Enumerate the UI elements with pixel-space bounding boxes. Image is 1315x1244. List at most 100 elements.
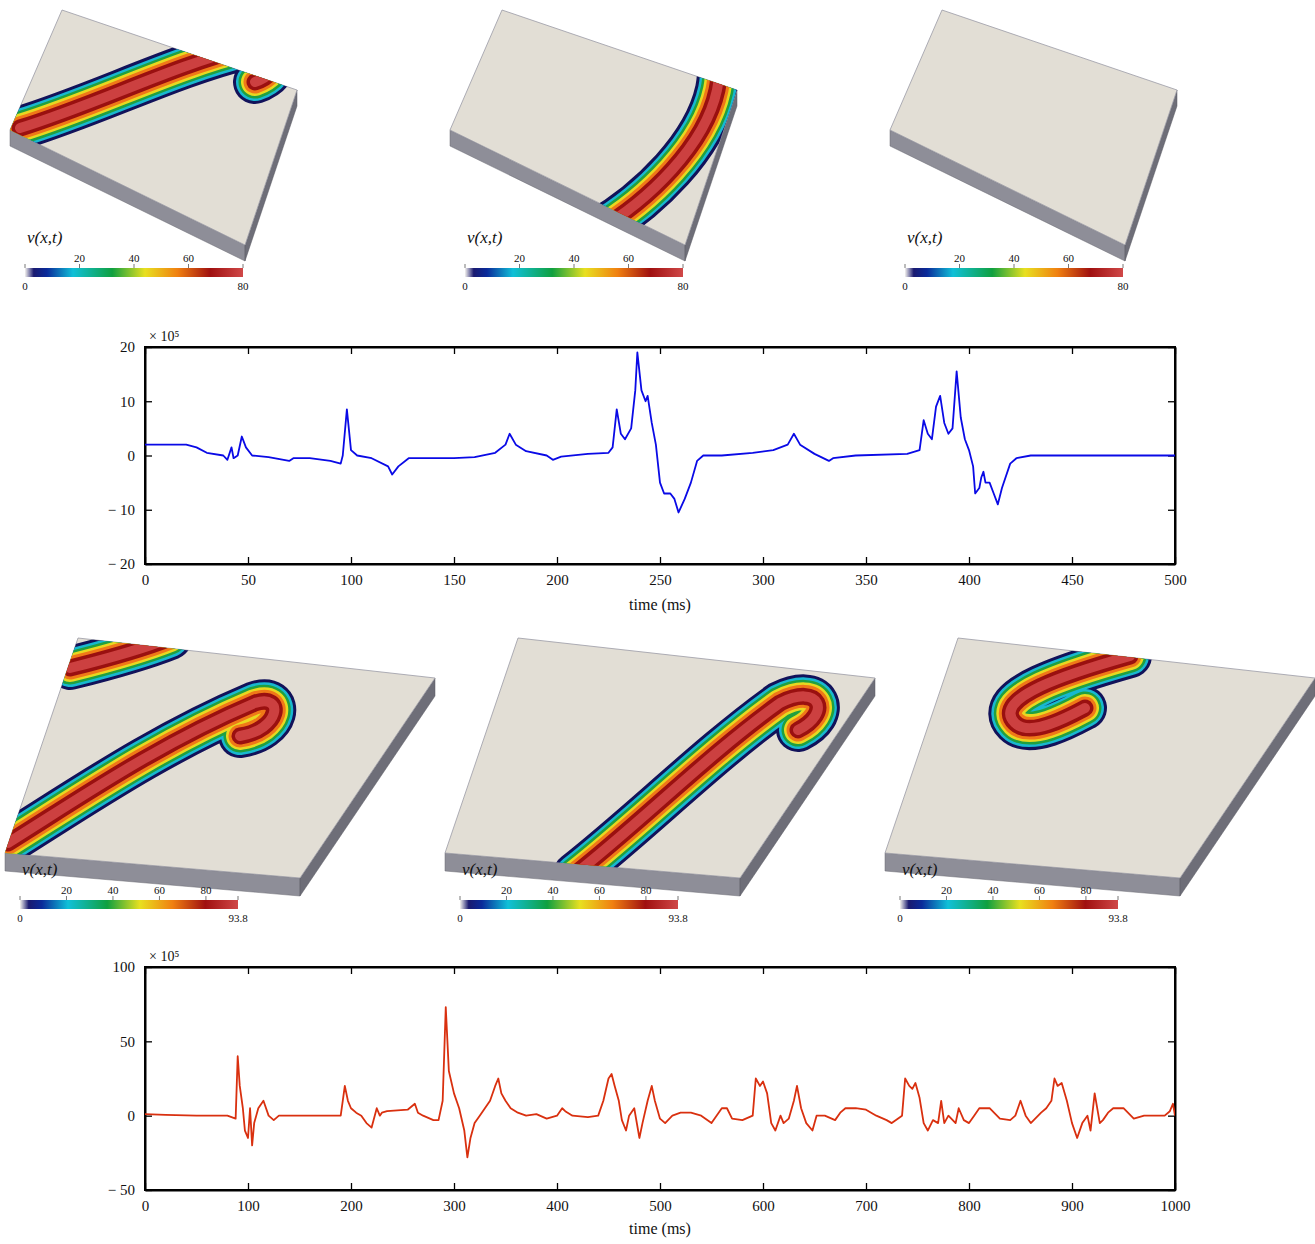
- tick-mark: [145, 564, 152, 565]
- colorbar-tick-label: 80: [1080, 884, 1092, 896]
- axis-multiplier: × 10⁵: [149, 329, 179, 344]
- tick: 100: [340, 557, 363, 588]
- plot-area: [145, 352, 1175, 512]
- signal-line: [145, 352, 1175, 512]
- colorbar-label: v(x,t): [22, 860, 58, 879]
- colorbar-tick: [66, 896, 67, 900]
- simulation-panel: v(x,t)020406080: [10, 10, 297, 292]
- colorbar-tick: [519, 264, 520, 268]
- wave-band: [1075, 14, 1107, 35]
- tick-mark: [866, 347, 867, 354]
- slab-top: [450, 10, 737, 245]
- wave-band: [595, 16, 727, 232]
- wave-band: [1010, 656, 1130, 728]
- tick: [557, 967, 558, 974]
- tick: 150: [443, 557, 466, 588]
- tick-label: 700: [855, 1198, 878, 1214]
- colorbar-tick-label: 80: [1118, 280, 1130, 292]
- tick-label: − 20: [108, 556, 135, 572]
- wave-band: [575, 696, 818, 874]
- wave-band: [1240, 758, 1300, 878]
- tick-label: − 50: [108, 1182, 135, 1198]
- colorbar-tick: [992, 896, 993, 900]
- colorbar-tick: [900, 896, 901, 900]
- wave-band: [1240, 758, 1300, 878]
- axis: − 50050100: [108, 959, 152, 1198]
- colorbar-tick-label: 60: [623, 252, 635, 264]
- tick: 20: [120, 339, 152, 355]
- tick: 0: [128, 1108, 153, 1124]
- line-chart: 050100150200250300350400450500− 20− 1001…: [108, 329, 1187, 614]
- tick-mark: [145, 967, 152, 968]
- slab-top: [885, 638, 1315, 878]
- simulation-panel: v(x,t)02040608093.8: [885, 638, 1315, 924]
- tick: − 10: [108, 502, 152, 518]
- tick-label: 900: [1061, 1198, 1084, 1214]
- colorbar-tick: [25, 264, 26, 268]
- wave-band: [1010, 656, 1130, 728]
- colorbar-tick: [506, 896, 507, 900]
- tick-mark: [557, 967, 558, 974]
- tick-mark: [145, 1041, 152, 1042]
- tick: − 50: [108, 1182, 152, 1198]
- colorbar-tick-label: 60: [1063, 252, 1075, 264]
- wave-band: [8, 701, 274, 843]
- tick-mark: [351, 557, 352, 564]
- simulation-panel: v(x,t)02040608093.8: [5, 638, 435, 924]
- tick: [969, 967, 970, 974]
- colorbar-tick-label: 40: [987, 884, 999, 896]
- colorbar-label: v(x,t): [467, 228, 503, 247]
- tick-label: 400: [958, 572, 981, 588]
- tick: [1168, 401, 1175, 402]
- colorbar-tick: [628, 264, 629, 268]
- tick-label: 400: [546, 1198, 569, 1214]
- wave-band: [8, 701, 274, 843]
- axis: − 20− 1001020: [108, 339, 152, 572]
- tick-label: − 10: [108, 502, 135, 518]
- tick: 100: [113, 959, 153, 975]
- wave-band: [575, 696, 818, 874]
- tick-mark: [351, 1183, 352, 1190]
- wave-band: [1075, 14, 1107, 35]
- tick: [1168, 967, 1175, 968]
- colorbar-tick: [645, 896, 646, 900]
- tick: [660, 347, 661, 354]
- colorbar-tick-label: 0: [22, 280, 28, 292]
- axis: [146, 967, 1176, 974]
- wave-band: [70, 638, 170, 668]
- tick: [454, 967, 455, 974]
- wave-band: [1075, 14, 1107, 35]
- tick-mark: [1072, 557, 1073, 564]
- colorbar-tick: [1123, 264, 1124, 268]
- wave-band: [70, 638, 170, 668]
- wave: [575, 696, 818, 874]
- tick: [763, 347, 764, 354]
- wave-band: [20, 47, 276, 128]
- line-chart: 01002003004005006007008009001000− 500501…: [108, 949, 1191, 1238]
- wave-band: [575, 696, 818, 874]
- axis-line: [145, 968, 147, 1191]
- slab-top: [445, 638, 875, 878]
- tick-mark: [454, 1183, 455, 1190]
- axis-line: [1175, 968, 1177, 1191]
- wave-band: [8, 701, 274, 843]
- tick-mark: [1168, 1190, 1175, 1191]
- tick-mark: [454, 967, 455, 974]
- tick-mark: [1072, 347, 1073, 354]
- tick: 400: [546, 1183, 569, 1214]
- wave-band: [8, 701, 274, 843]
- wave-band: [595, 16, 727, 232]
- colorbar-tick-label: 40: [1009, 252, 1021, 264]
- wave-band: [595, 16, 727, 232]
- wave-band: [1240, 758, 1300, 878]
- wave-band: [70, 638, 170, 668]
- tick-mark: [1168, 401, 1175, 402]
- wave-band: [575, 696, 818, 874]
- wave: [20, 47, 276, 128]
- tick: [866, 347, 867, 354]
- wave-band: [595, 16, 727, 232]
- tick: [1168, 347, 1175, 348]
- colorbar-tick-label: 93.8: [668, 912, 688, 924]
- tick-mark: [1072, 967, 1073, 974]
- tick-label: 100: [237, 1198, 260, 1214]
